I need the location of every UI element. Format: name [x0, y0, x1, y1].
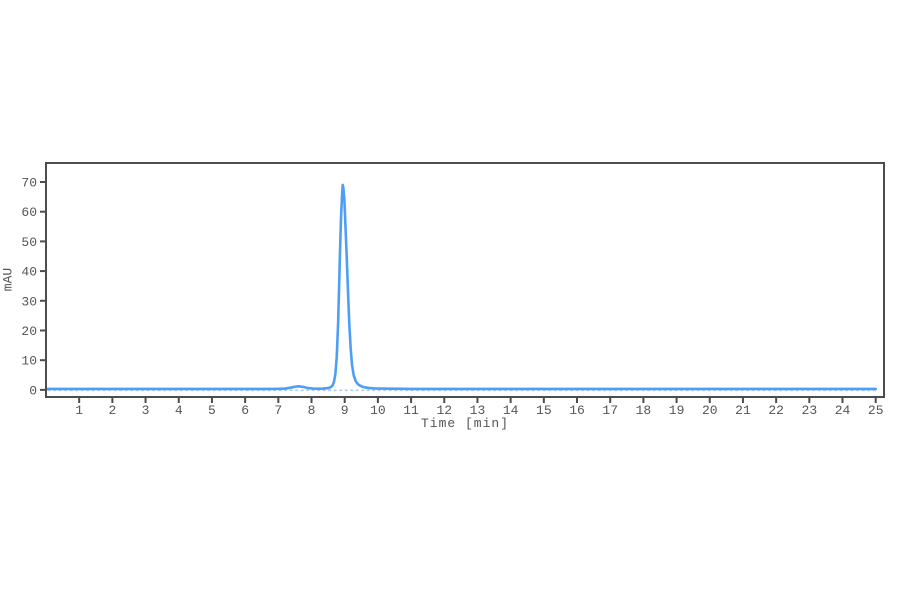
x-tick-label: 9: [341, 403, 349, 418]
y-tick-label: 10: [21, 354, 37, 369]
x-tick-label: 7: [274, 403, 282, 418]
x-tick-label: 18: [636, 403, 652, 418]
y-tick-label: 30: [21, 294, 37, 309]
x-tick-label: 19: [669, 403, 685, 418]
x-tick-label: 21: [735, 403, 751, 418]
x-tick-label: 13: [470, 403, 486, 418]
plot-frame: [45, 162, 885, 398]
x-tick-label: 12: [436, 403, 452, 418]
plot-background: [46, 163, 884, 397]
x-tick-label: 1: [75, 403, 83, 418]
x-tick-label: 23: [802, 403, 818, 418]
x-tick-label: 6: [241, 403, 249, 418]
x-axis-title: Time [min]: [420, 416, 509, 431]
trace-line: [46, 183, 877, 391]
y-axis-title: mAU: [0, 267, 16, 292]
x-tick-label: 17: [602, 403, 618, 418]
y-tick-label: 50: [21, 235, 37, 250]
x-tick-label: 8: [308, 403, 316, 418]
x-tick-label: 4: [175, 403, 183, 418]
x-tick-label: 24: [835, 403, 851, 418]
x-tick-label: 22: [768, 403, 784, 418]
x-tick-label: 3: [142, 403, 150, 418]
y-tick-label: 40: [21, 265, 37, 280]
x-tick-label: 20: [702, 403, 718, 418]
x-tick-label: 15: [536, 403, 552, 418]
x-tick-label: 2: [108, 403, 116, 418]
x-tick-label: 10: [370, 403, 386, 418]
x-tick-label: 16: [569, 403, 585, 418]
x-tick-label: 5: [208, 403, 216, 418]
y-tick-label: 20: [21, 324, 37, 339]
x-tick-label: 14: [503, 403, 519, 418]
x-tick-label: 11: [403, 403, 419, 418]
y-tick-label: 60: [21, 205, 37, 220]
y-tick-label: 70: [21, 176, 37, 191]
y-tick-label: 0: [29, 383, 37, 398]
x-tick-label: 25: [868, 403, 884, 418]
